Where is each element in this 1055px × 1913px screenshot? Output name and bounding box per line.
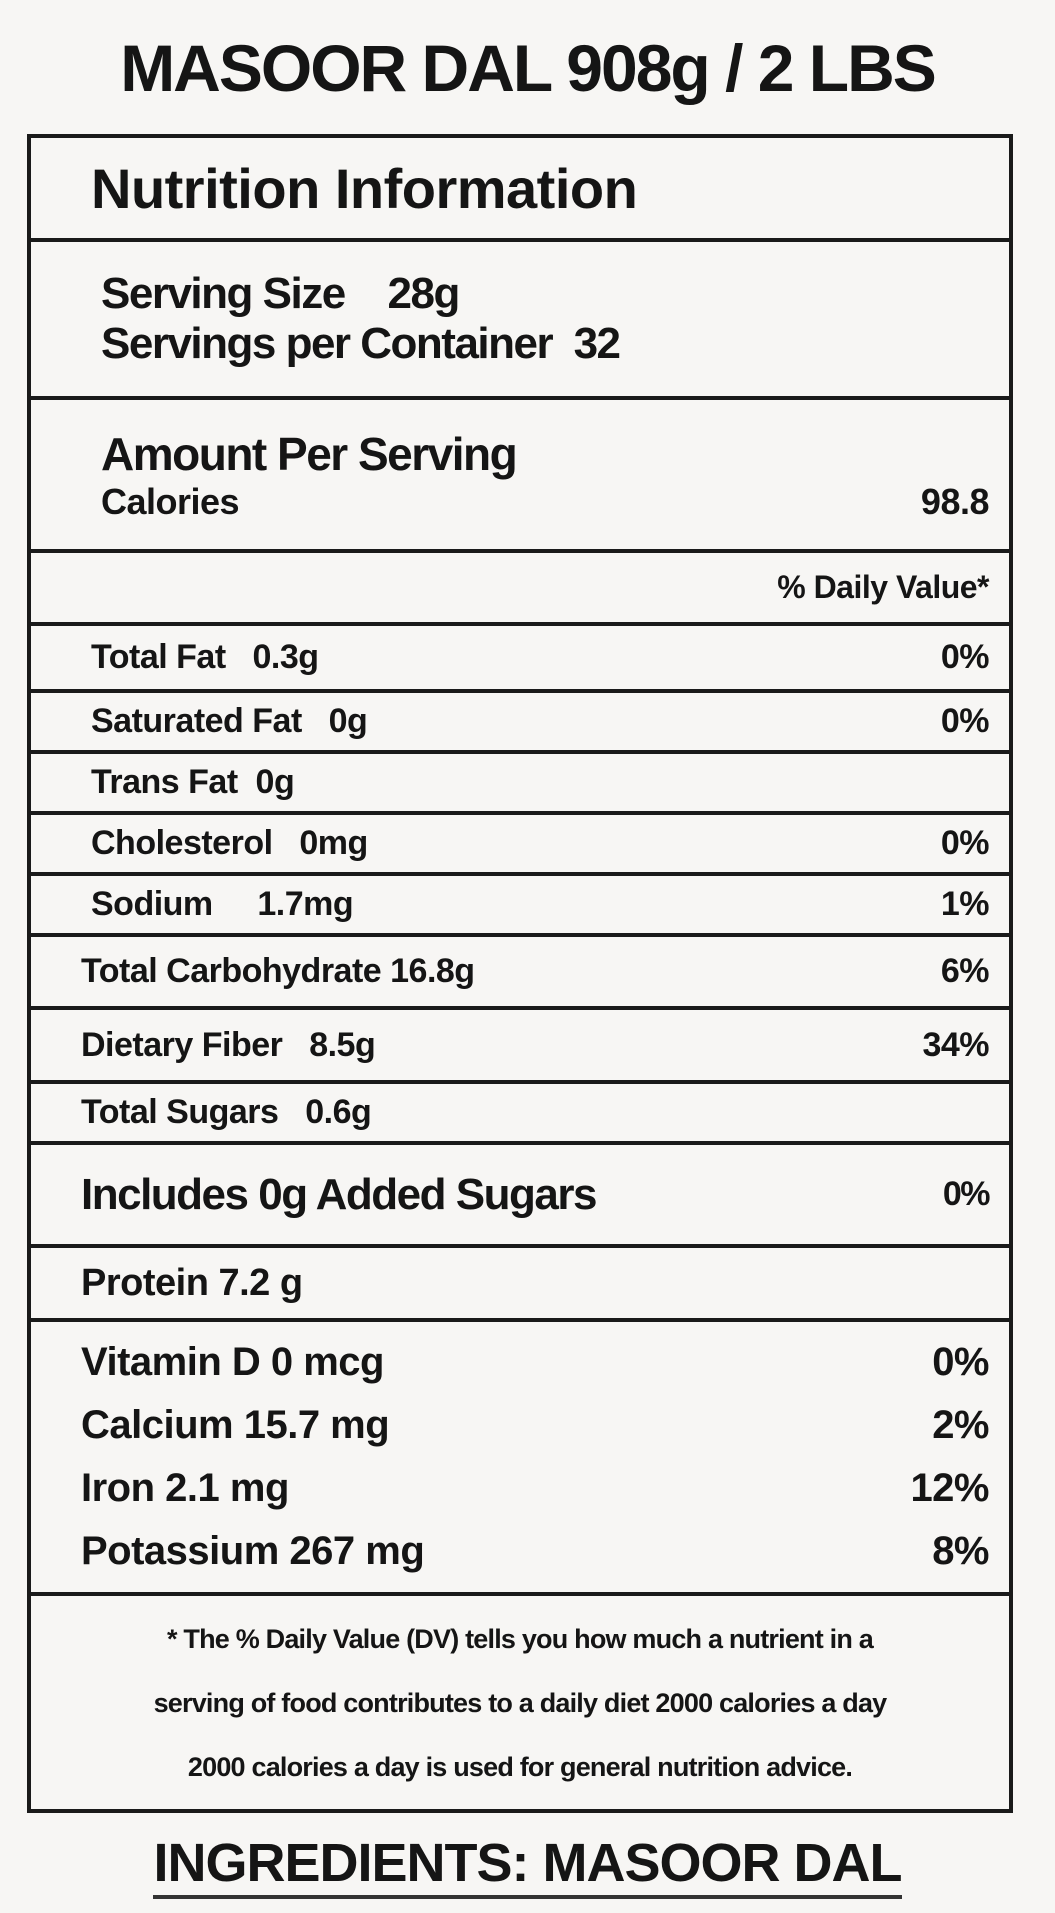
daily-value-header: % Daily Value*	[31, 553, 1009, 626]
vitamin-dv: 8%	[932, 1529, 989, 1573]
serving-size: Serving Size 28g	[101, 269, 460, 318]
vitamin-row: Vitamin D 0 mcg 0%	[81, 1331, 989, 1394]
nutrient-dv: 0%	[940, 824, 990, 862]
vitamin-label: Iron 2.1 mg	[81, 1466, 289, 1510]
nutrient-row: Includes 0g Added Sugars 0%	[31, 1145, 1009, 1248]
nutrient-label: Dietary Fiber 8.5g	[81, 1025, 376, 1064]
nutrient-label: Total Fat 0.3g	[91, 638, 319, 676]
nutrition-panel: Nutrition Information Serving Size 28g S…	[27, 134, 1013, 1813]
nutrient-row: Trans Fat 0g	[31, 754, 1009, 815]
nutrient-label: Saturated Fat 0g	[91, 702, 368, 740]
amount-per-serving: Amount Per Serving	[101, 427, 518, 480]
vitamin-row: Calcium 15.7 mg 2%	[81, 1394, 989, 1457]
panel-title: Nutrition Information	[31, 138, 1009, 242]
vitamins-section: Vitamin D 0 mcg 0% Calcium 15.7 mg 2% Iron…	[31, 1322, 1009, 1596]
nutrient-label: Sodium 1.7mg	[91, 885, 354, 923]
nutrient-dv: 1%	[940, 885, 990, 923]
nutrient-row: Total Carbohydrate 16.8g 6%	[31, 937, 1009, 1010]
product-title: MASOOR DAL 908g / 2 LBS	[120, 31, 937, 105]
nutrient-label: Total Carbohydrate 16.8g	[81, 952, 475, 990]
nutrient-row: Protein 7.2 g	[31, 1248, 1009, 1322]
vitamin-dv: 0%	[932, 1340, 989, 1384]
nutrient-dv: 6%	[940, 952, 990, 990]
vitamin-row: Iron 2.1 mg 12%	[81, 1457, 989, 1520]
nutrient-label: Includes 0g Added Sugars	[81, 1169, 597, 1219]
nutrient-row: Saturated Fat 0g 0%	[31, 693, 1009, 754]
vitamin-label: Vitamin D 0 mcg	[81, 1340, 384, 1384]
nutrient-label: Cholesterol 0mg	[91, 824, 368, 862]
nutrient-dv: 0%	[940, 702, 990, 740]
nutrient-label: Protein 7.2 g	[81, 1261, 303, 1304]
ingredients: INGREDIENTS: MASOOR DAL	[0, 1832, 1055, 1899]
nutrient-dv: 34%	[922, 1025, 989, 1064]
amount-section: Amount Per Serving Calories 98.8	[31, 400, 1009, 553]
ingredients-text: INGREDIENTS: MASOOR DAL	[153, 1833, 903, 1899]
servings-per-container: Servings per Container 32	[101, 319, 621, 368]
vitamin-row: Potassium 267 mg 8%	[81, 1520, 989, 1583]
footnote-line: 2000 calories a day is used for general …	[187, 1751, 853, 1782]
footnote-line: * The % Daily Value (DV) tells you how m…	[167, 1623, 874, 1654]
vitamin-label: Calcium 15.7 mg	[81, 1403, 390, 1447]
nutrient-row: Dietary Fiber 8.5g 34%	[31, 1010, 1009, 1084]
vitamin-dv: 2%	[932, 1403, 989, 1447]
nutrient-row: Total Sugars 0.6g	[31, 1084, 1009, 1145]
nutrient-label: Total Sugars 0.6g	[81, 1093, 372, 1131]
footnote-line: serving of food contributes to a daily d…	[153, 1687, 888, 1718]
vitamin-dv: 12%	[910, 1466, 989, 1510]
nutrient-row: Sodium 1.7mg 1%	[31, 876, 1009, 937]
nutrient-label: Trans Fat 0g	[91, 763, 295, 801]
nutrient-dv: 0%	[940, 638, 990, 676]
vitamin-label: Potassium 267 mg	[81, 1529, 425, 1573]
serving-info: Serving Size 28g Servings per Container …	[31, 242, 1009, 400]
nutrient-dv: 0%	[942, 1175, 991, 1213]
calories-value: 98.8	[920, 480, 990, 522]
footnote: * The % Daily Value (DV) tells you how m…	[31, 1596, 1009, 1809]
nutrient-row: Cholesterol 0mg 0%	[31, 815, 1009, 876]
nutrient-row: Total Fat 0.3g 0%	[31, 626, 1009, 693]
calories-label: Calories	[101, 480, 240, 522]
